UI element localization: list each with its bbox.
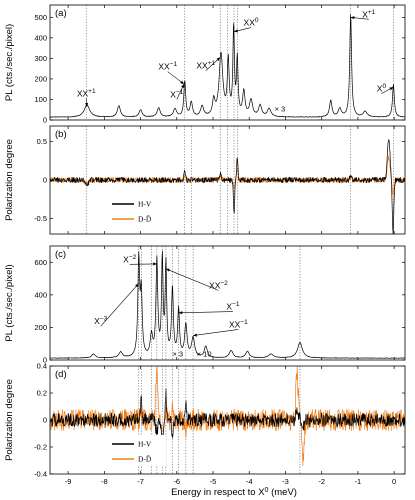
arrow-head bbox=[165, 268, 170, 272]
peak-annotation: XX−1 bbox=[229, 319, 248, 330]
y-tick-label: 0 bbox=[43, 416, 47, 425]
arrow-head bbox=[180, 80, 185, 85]
y-tick-label: 0.2 bbox=[37, 389, 47, 398]
y-tick-label: 0.4 bbox=[37, 362, 47, 371]
peak-annotation: X−1 bbox=[170, 89, 183, 100]
annotation-arrow bbox=[193, 329, 239, 336]
x-axis-label: Energy in respect to X0 (meV) bbox=[171, 487, 297, 498]
peak-annotation: X−1 bbox=[226, 301, 239, 312]
y-tick-label: 0 bbox=[43, 176, 47, 185]
arrow-head bbox=[135, 283, 139, 288]
legend-box bbox=[108, 195, 166, 225]
legend-label-hv: H-V bbox=[138, 440, 152, 449]
y-tick-label: 400 bbox=[34, 33, 47, 42]
axes-frame bbox=[49, 245, 406, 361]
x-tick-label: -9 bbox=[65, 477, 72, 486]
legend-label-dd: D-D̄ bbox=[138, 215, 152, 224]
arrow-head bbox=[193, 333, 197, 337]
legend-box bbox=[108, 435, 166, 465]
x-tick-label: -2 bbox=[318, 477, 325, 486]
x-tick-label: 0 bbox=[392, 477, 396, 486]
y-tick-label: -0.2 bbox=[34, 443, 47, 452]
axes-frame bbox=[49, 4, 406, 121]
y-tick-label: 200 bbox=[34, 323, 47, 332]
x-tick-label: -4 bbox=[246, 477, 253, 486]
arrow-head bbox=[389, 87, 394, 91]
peak-annotation: XX+1 bbox=[77, 88, 96, 99]
scale-note: × 3 bbox=[275, 104, 286, 113]
y-tick-label: 0 bbox=[43, 116, 47, 125]
scale-note: × 10 bbox=[197, 350, 212, 359]
peak-annotation: X−2 bbox=[123, 254, 136, 265]
y-axis-label: PL (cts./sec./pixel) bbox=[4, 24, 15, 101]
panel-d: -0.4 -0.2 0 0.2 0.4 -9 -8 -7 -6 -5 -4 -3 -2 -1 0 Polari… bbox=[4, 362, 406, 486]
arrow-head bbox=[181, 84, 185, 89]
y-tick-label: 200 bbox=[34, 75, 47, 84]
annotation-arrow bbox=[165, 268, 219, 291]
annotation-arrow bbox=[100, 283, 139, 327]
peak-annotation: X+1 bbox=[362, 9, 375, 20]
arrow-head bbox=[153, 262, 157, 266]
x-tick-label: -1 bbox=[355, 477, 362, 486]
series-hv bbox=[49, 139, 406, 235]
pl-spectrum bbox=[49, 14, 406, 118]
legend-label-hv: H-V bbox=[138, 200, 152, 209]
peak-annotation: X0 bbox=[377, 83, 387, 94]
panel-label: (c) bbox=[55, 249, 66, 260]
peak-annotation: XX+1 bbox=[196, 60, 215, 71]
y-tick-label: 600 bbox=[34, 258, 47, 267]
panel-label: (d) bbox=[55, 369, 67, 380]
panel-a: 0 100 200 300 400 500 PL (cts./sec./pixel) (a) X… bbox=[4, 4, 406, 125]
y-tick-label: -0.4 bbox=[34, 470, 47, 479]
x-tick-label: -8 bbox=[101, 477, 108, 486]
series-hv bbox=[49, 388, 406, 459]
arrow-head bbox=[178, 311, 183, 315]
arrow-head bbox=[216, 57, 221, 62]
series-dd bbox=[49, 155, 406, 196]
annotation-arrow bbox=[178, 311, 233, 314]
panel-c: 0 200 400 600 PL (cts./sec./pixel) (c) X−2 X−3 X… bbox=[4, 245, 406, 365]
y-tick-label: 0.5 bbox=[37, 137, 47, 146]
y-tick-label: -0.5 bbox=[34, 214, 47, 223]
scale-note: × 3 bbox=[172, 350, 183, 359]
x-tick-label: -7 bbox=[137, 477, 144, 486]
y-tick-label: 100 bbox=[34, 95, 47, 104]
arrow-head bbox=[85, 102, 89, 107]
legend-label-dd: D-D̄ bbox=[138, 455, 152, 464]
arrow-head bbox=[350, 16, 355, 20]
x-tick-label: -3 bbox=[282, 477, 289, 486]
y-tick-label: 300 bbox=[34, 54, 47, 63]
y-tick-label: 400 bbox=[34, 290, 47, 299]
y-axis-label: PL (cts./sec./pixel) bbox=[4, 264, 15, 341]
x-tick-label: -5 bbox=[210, 477, 217, 486]
arrow-head bbox=[234, 29, 238, 33]
y-tick-label: 500 bbox=[34, 13, 47, 22]
y-axis-label: Polarization degree bbox=[4, 379, 15, 461]
x-tick-label: -6 bbox=[173, 477, 180, 486]
panel-b: -0.5 0 0.5 Polarization degree (b) H-V D-D̄ bbox=[4, 125, 406, 235]
y-tick-label: 0 bbox=[43, 356, 47, 365]
peak-annotation: XX−1 bbox=[158, 61, 177, 72]
peak-annotation: XX0 bbox=[244, 17, 259, 28]
panel-label: (b) bbox=[55, 129, 67, 140]
panel-label: (a) bbox=[55, 8, 67, 19]
pl-spectrum bbox=[49, 250, 406, 359]
peak-annotation: X−3 bbox=[94, 316, 107, 327]
peak-annotation: XX−2 bbox=[209, 280, 228, 291]
y-axis-label: Polarization degree bbox=[4, 139, 15, 221]
